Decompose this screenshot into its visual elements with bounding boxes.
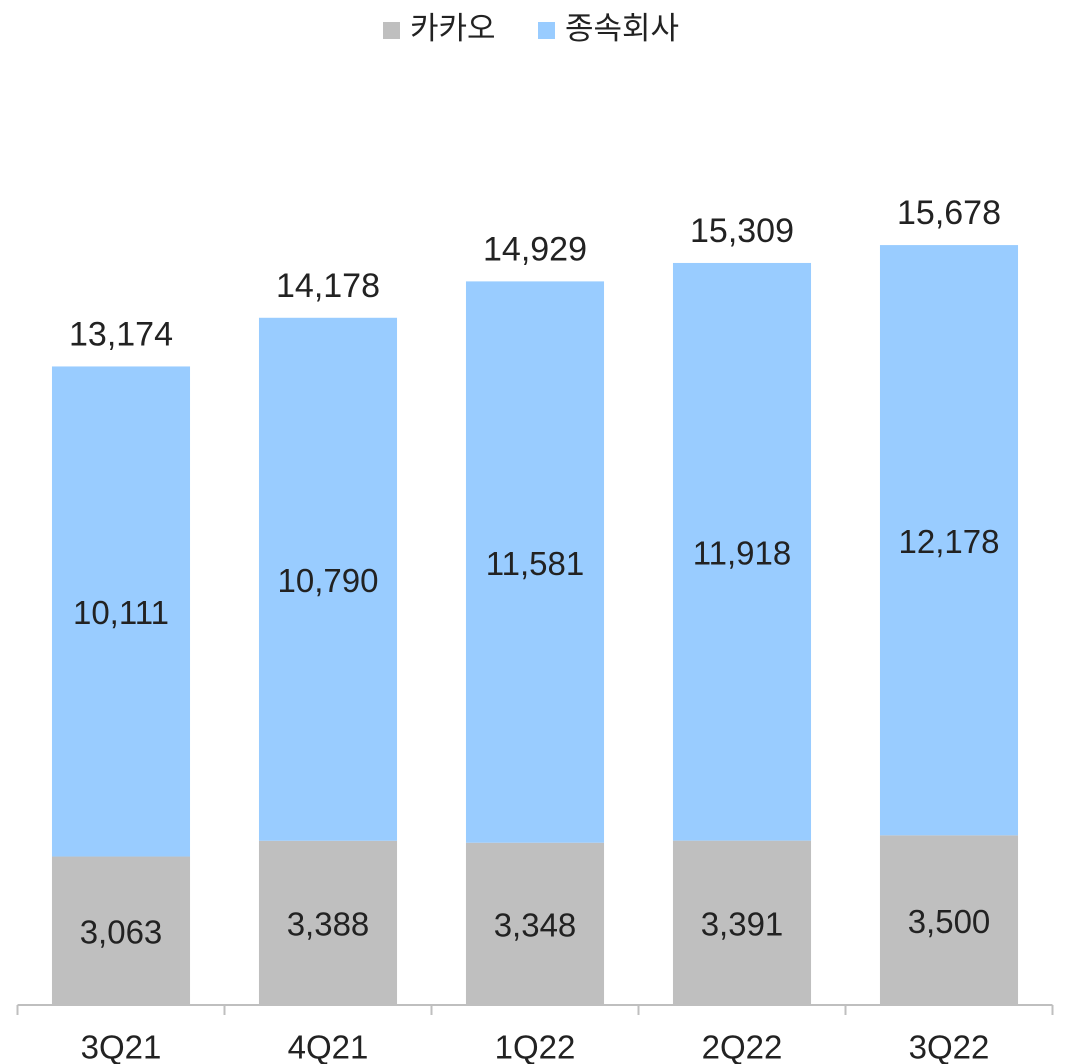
segment-label: 3,500 xyxy=(908,903,991,940)
bar-segment xyxy=(879,245,1019,836)
bar-segment xyxy=(465,842,605,1005)
total-label: 14,929 xyxy=(483,230,587,268)
x-tick-label: 3Q22 xyxy=(909,1029,990,1064)
bar-segment xyxy=(258,840,398,1005)
segment-label: 3,348 xyxy=(494,907,577,944)
total-label: 14,178 xyxy=(276,267,380,305)
legend-label: 카카오 xyxy=(410,11,496,46)
segment-label: 10,790 xyxy=(278,562,379,599)
segment-label: 3,063 xyxy=(80,913,163,950)
segment-label: 3,391 xyxy=(701,906,784,943)
total-label: 15,309 xyxy=(690,212,794,250)
bar-segment xyxy=(51,856,191,1005)
x-tick-label: 1Q22 xyxy=(495,1029,576,1064)
x-tick-label: 4Q21 xyxy=(288,1029,369,1064)
x-tick-label: 2Q22 xyxy=(702,1029,783,1064)
x-tick-label: 3Q21 xyxy=(81,1029,162,1064)
segment-label: 11,918 xyxy=(693,535,791,572)
total-label: 13,174 xyxy=(69,315,173,353)
total-label: 15,678 xyxy=(897,194,1001,232)
bar-segment xyxy=(465,281,605,843)
bar-segment xyxy=(672,262,812,841)
segment-label: 3,388 xyxy=(287,906,370,943)
bar-segment xyxy=(51,366,191,857)
bar-segment xyxy=(879,835,1019,1005)
bar-segment xyxy=(672,840,812,1005)
legend-label: 종속회사 xyxy=(565,11,679,46)
legend-swatch xyxy=(383,22,400,39)
segment-label: 11,581 xyxy=(486,545,584,582)
segment-label: 10,111 xyxy=(73,594,169,631)
segment-label: 12,178 xyxy=(899,523,1000,560)
bar-segment xyxy=(258,317,398,841)
legend-swatch xyxy=(538,22,555,39)
